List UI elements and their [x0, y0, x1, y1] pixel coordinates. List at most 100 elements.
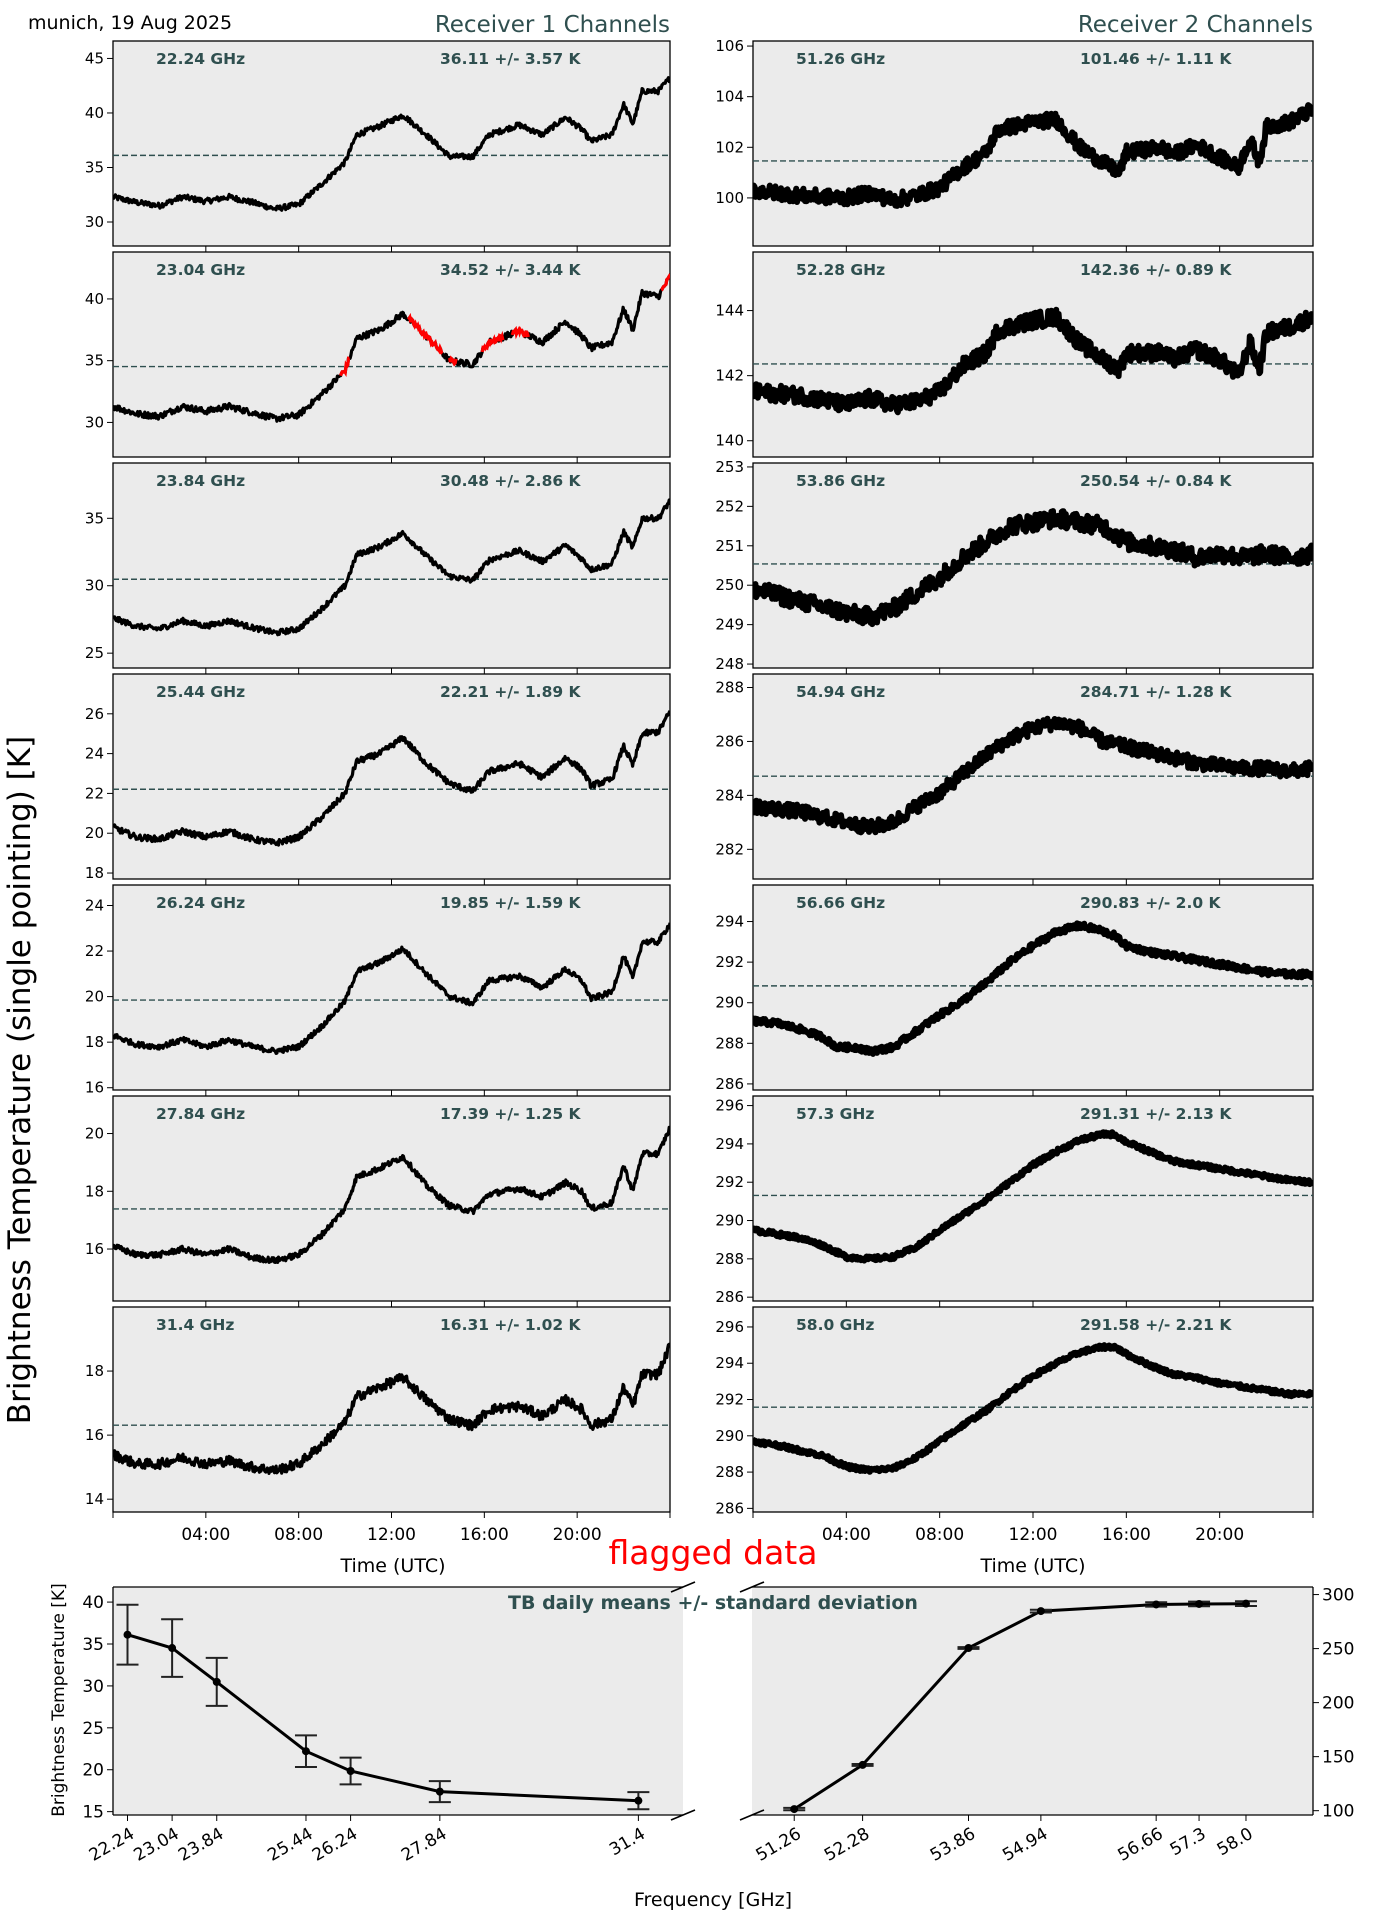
- brightness-trace: [753, 102, 1313, 209]
- summary-y-tick-label: 300: [1322, 1586, 1354, 1606]
- channel-frequency-label: 57.3 GHz: [796, 1105, 874, 1123]
- mean-point: [1036, 1607, 1045, 1616]
- y-tick-label: 282: [715, 840, 744, 858]
- summary-y-tick-label: 35: [82, 1635, 104, 1655]
- axis-break-mark: [670, 1809, 696, 1821]
- brightness-trace: [753, 715, 1313, 836]
- summary-chart: Brightness Temperature [K] Frequency [GH…: [49, 1581, 1354, 1911]
- axis-break-mark: [739, 1809, 765, 1821]
- panel-314ghz: 14 16 18 31.4 GHz 16.31 +/- 1.02 K 04:00 08:00…: [85, 1306, 671, 1545]
- panel-2544ghz: 18 20 22 24 26 25.44 GHz 22.21 +/- 1.89 K: [85, 673, 671, 885]
- channel-stats-label: 17.39 +/- 1.25 K: [440, 1105, 582, 1123]
- channel-frequency-label: 25.44 GHz: [156, 683, 245, 701]
- summary-x-tick-label: 52.28: [821, 1824, 873, 1866]
- receiver2-title: Receiver 2 Channels: [1078, 12, 1313, 38]
- summary-y-tick-label: 250: [1322, 1640, 1354, 1660]
- y-tick-label: 18: [85, 1362, 104, 1380]
- x-tick-label: 12:00: [1009, 1525, 1058, 1545]
- y-tick-label: 250: [715, 576, 744, 594]
- x-tick-label: 08:00: [274, 1525, 323, 1545]
- summary-x-tick-label: 57.3: [1167, 1824, 1210, 1860]
- channel-frequency-label: 23.04 GHz: [156, 261, 245, 279]
- y-tick-label: 286: [715, 1075, 744, 1093]
- y-tick-label: 104: [715, 88, 744, 106]
- flagged-segment: [448, 355, 458, 367]
- x-tick-label: 12:00: [367, 1525, 416, 1545]
- summary-x-tick-label: 54.94: [999, 1824, 1051, 1866]
- panel-background: [752, 884, 1314, 1091]
- y-tick-label: 296: [715, 1097, 744, 1115]
- x-tick-label: 04:00: [181, 1525, 230, 1545]
- shared-y-axis-label: Brightness Temperature (single pointing)…: [2, 736, 38, 1424]
- y-tick-label: 142: [715, 367, 744, 385]
- channel-frequency-label: 51.26 GHz: [796, 50, 885, 68]
- panel-background: [112, 40, 671, 247]
- y-tick-label: 290: [715, 994, 744, 1012]
- panel-background: [112, 884, 671, 1091]
- mean-point: [301, 1747, 310, 1756]
- y-tick-label: 252: [715, 497, 744, 515]
- channel-stats-label: 22.21 +/- 1.89 K: [440, 683, 582, 701]
- x-tick-label: 20:00: [553, 1525, 602, 1545]
- y-tick-label: 16: [85, 1240, 104, 1258]
- mean-point: [346, 1766, 355, 1775]
- channel-frequency-label: 27.84 GHz: [156, 1105, 245, 1123]
- panel-5386ghz: 248 249 250 251 252 253 53.86 GHz 250.54 +/- 0.…: [715, 458, 1314, 674]
- y-tick-label: 292: [715, 1173, 744, 1191]
- y-tick-label: 102: [715, 138, 744, 156]
- panel-background: [752, 251, 1314, 458]
- channel-stats-label: 250.54 +/- 0.84 K: [1080, 472, 1232, 490]
- y-tick-label: 288: [715, 678, 744, 696]
- panel-2784ghz: 16 18 20 27.84 GHz 17.39 +/- 1.25 K: [85, 1095, 671, 1307]
- mean-point: [168, 1644, 177, 1653]
- flagged-segment: [480, 330, 505, 353]
- y-tick-label: 296: [715, 1318, 744, 1336]
- y-tick-label: 140: [715, 432, 744, 450]
- channel-frequency-label: 54.94 GHz: [796, 683, 885, 701]
- channel-frequency-label: 58.0 GHz: [796, 1316, 874, 1334]
- y-tick-label: 290: [715, 1212, 744, 1230]
- summary-y-tick-label: 20: [82, 1761, 104, 1781]
- brightness-trace: [113, 710, 670, 847]
- brightness-trace: [113, 1342, 670, 1475]
- summary-x-tick-label: 53.86: [927, 1824, 979, 1866]
- y-tick-label: 22: [85, 942, 104, 960]
- panel-2304ghz: 30 35 40 23.04 GHz 34.52 +/- 3.44 K: [85, 251, 671, 463]
- channel-stats-label: 34.52 +/- 3.44 K: [440, 261, 582, 279]
- mean-point: [1241, 1599, 1250, 1608]
- mean-point: [1195, 1599, 1204, 1608]
- receiver1-title: Receiver 1 Channels: [435, 12, 670, 38]
- channel-stats-label: 284.71 +/- 1.28 K: [1080, 683, 1232, 701]
- brightness-trace: [113, 1125, 670, 1264]
- y-tick-label: 144: [715, 302, 744, 320]
- channel-stats-label: 30.48 +/- 2.86 K: [440, 472, 582, 490]
- y-tick-label: 24: [85, 745, 104, 763]
- axis-break-mark: [670, 1581, 696, 1593]
- brightness-trace: [113, 922, 670, 1055]
- flagged-segment: [339, 356, 351, 378]
- y-tick-label: 35: [85, 158, 104, 176]
- summary-x-tick-label: 23.04: [130, 1824, 182, 1866]
- y-tick-label: 20: [85, 824, 104, 842]
- flagged-segment: [660, 272, 670, 292]
- channel-stats-label: 142.36 +/- 0.89 K: [1080, 261, 1232, 279]
- y-tick-label: 20: [85, 988, 104, 1006]
- panel-background: [112, 1095, 671, 1302]
- y-tick-label: 40: [85, 104, 104, 122]
- summary-x-tick-label: 26.24: [309, 1824, 361, 1866]
- y-tick-label: 24: [85, 897, 104, 915]
- panel-5126ghz: 100 102 104 106 51.26 GHz 101.46 +/- 1.11 K: [715, 37, 1314, 252]
- x-tick-label: 04:00: [822, 1525, 871, 1545]
- summary-x-tick-label: 25.44: [264, 1824, 316, 1866]
- brightness-trace: [753, 1129, 1313, 1264]
- y-tick-label: 253: [715, 458, 744, 476]
- flagged-segment: [407, 312, 444, 355]
- mean-point: [212, 1677, 221, 1686]
- location-date: munich, 19 Aug 2025: [28, 12, 232, 34]
- summary-x-tick-label: 51.26: [753, 1824, 805, 1866]
- panel-580ghz: 286 288 290 292 294 296 58.0 GHz 291.58 +/- 2.2…: [715, 1306, 1314, 1545]
- mean-point: [435, 1787, 444, 1796]
- mean-point: [634, 1796, 643, 1805]
- brightness-trace: [753, 508, 1313, 628]
